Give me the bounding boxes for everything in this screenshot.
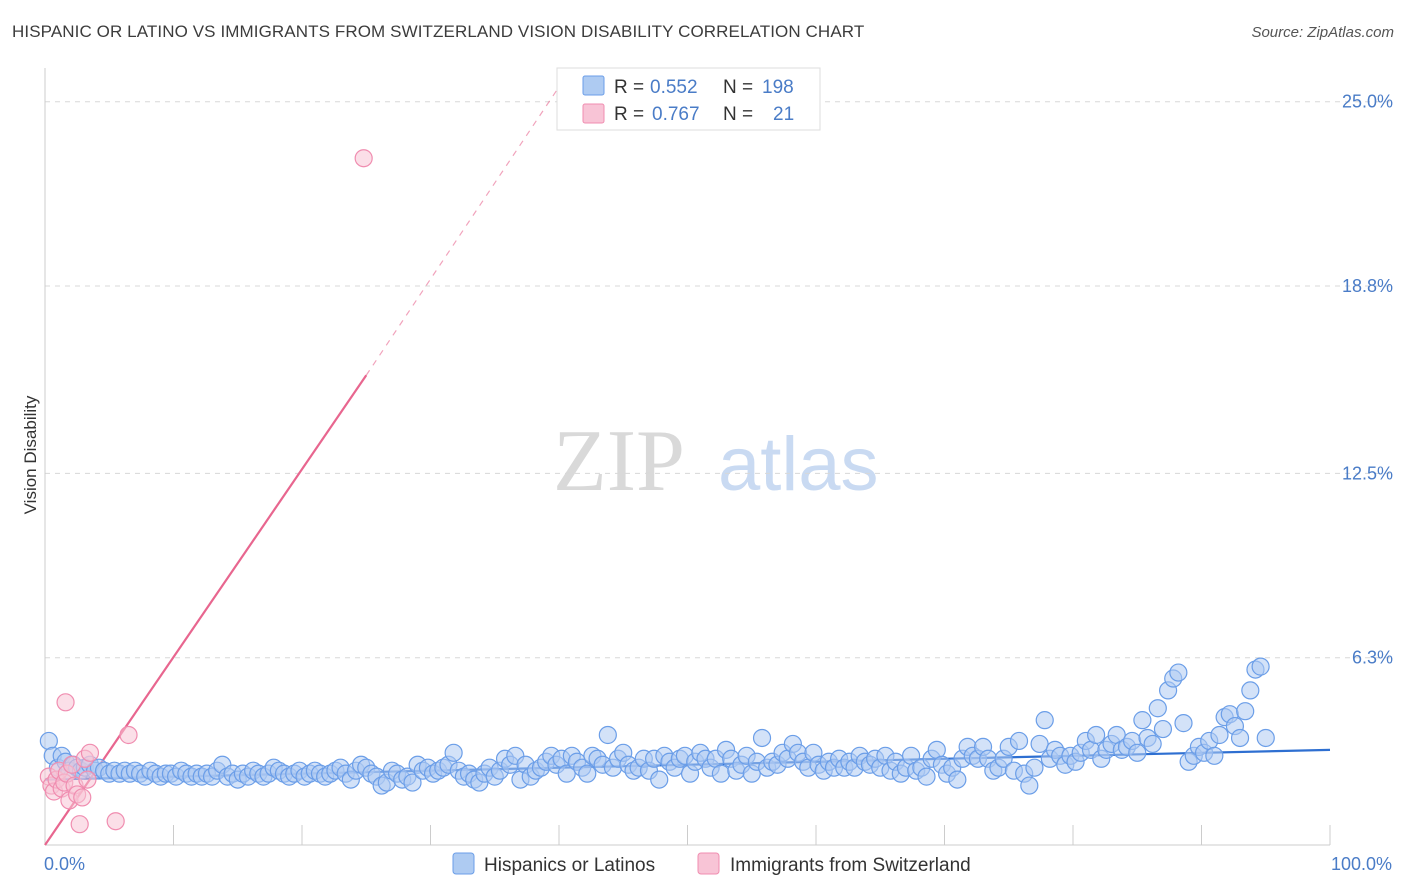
legend-swatch-blue [582,75,605,96]
point-blue [1087,725,1106,745]
legend-r-label-1: R = [614,77,644,98]
point-blue [1205,746,1224,765]
point-blue [1236,702,1255,721]
point-blue [1251,657,1270,676]
point-blue [917,767,936,786]
legend-n-label-2: N = [723,104,753,125]
bottom-legend-swatch-blue [452,852,475,875]
point-blue [1020,776,1039,795]
source-label: Source: ZipAtlas.com [1251,24,1394,41]
watermark-atlas: atlas [718,422,879,507]
chart-title: HISPANIC OR LATINO VS IMMIGRANTS FROM SW… [12,22,865,41]
trend-line-extension-pink [365,86,560,376]
point-pink [56,693,75,712]
x-tick-label-max: 100.0% [1331,854,1392,874]
point-blue [1174,714,1193,733]
data-points [39,149,1275,834]
point-blue [1210,725,1229,745]
point-pink [119,725,138,745]
point-blue [711,764,731,783]
point-pink [80,743,100,762]
y-tick-label: 25.0% [1342,92,1393,112]
bottom-legend-label-2: Immigrants from Switzerland [730,855,971,876]
point-blue [444,743,463,762]
legend-n-value-1: 198 [762,77,794,98]
point-blue [557,764,576,783]
point-blue [1169,663,1188,682]
legend-n-value-2: 21 [773,104,794,125]
legend-r-value-2: 0.767 [652,104,700,125]
legend-r-value-1: 0.552 [650,77,698,98]
point-pink [78,770,97,789]
point-blue [403,773,422,792]
gridlines [45,101,1395,659]
point-pink [354,149,373,168]
point-blue [1153,719,1173,739]
point-blue [39,731,58,751]
watermark-zip: ZIP [553,413,685,510]
point-pink [70,815,89,834]
point-blue [1230,728,1250,748]
point-pink [73,788,92,807]
correlation-legend: R = 0.552 N = 198 R = 0.767 N = 21 [556,67,821,131]
trend-lines [44,86,1331,846]
point-blue [650,770,669,789]
point-blue [1025,758,1044,777]
legend-swatch-pink [582,103,605,124]
series-legend: Hispanics or Latinos Immigrants from Swi… [452,852,971,876]
legend-n-label-1: N = [723,77,753,98]
legend-r-label-2: R = [614,104,644,125]
point-blue [598,725,617,745]
y-tick-label: 18.8% [1342,276,1393,296]
bottom-legend-label-1: Hispanics or Latinos [484,855,655,876]
y-tick-label: 6.3% [1352,648,1393,668]
point-blue [1128,743,1147,762]
point-blue [1256,728,1275,748]
point-pink [106,812,125,831]
axes: 6.3% 12.5% 18.8% 25.0% [44,68,1393,846]
bottom-legend-swatch-pink [697,852,720,875]
y-axis-title: Vision Disability [21,395,40,514]
point-blue [1035,711,1054,730]
point-blue [1148,699,1167,718]
point-blue [1241,681,1260,700]
point-blue [1133,711,1152,730]
point-blue [578,764,597,783]
point-blue [948,770,967,789]
point-blue [1030,734,1049,754]
y-tick-label: 12.5% [1342,463,1393,483]
watermark: ZIP atlas [553,413,879,510]
point-blue [1143,734,1162,754]
x-tick-label-min: 0.0% [44,854,85,874]
point-blue [1009,731,1029,751]
point-blue [752,728,772,748]
